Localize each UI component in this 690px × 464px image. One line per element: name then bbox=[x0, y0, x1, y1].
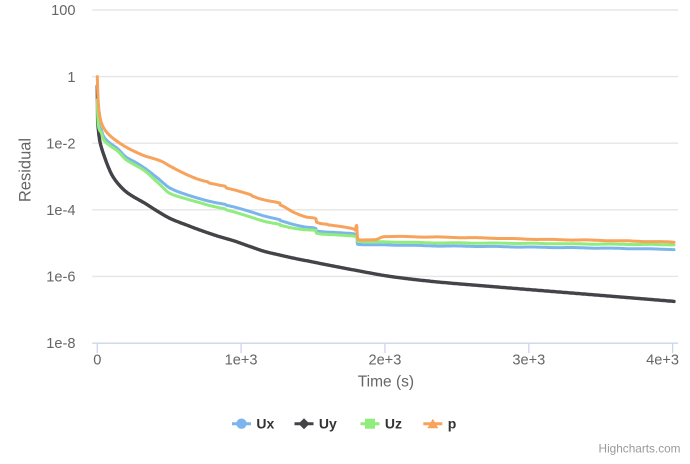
svg-text:4e+3: 4e+3 bbox=[646, 353, 679, 369]
svg-text:1e-4: 1e-4 bbox=[46, 203, 75, 219]
svg-text:Uy: Uy bbox=[319, 416, 337, 432]
svg-text:Residual: Residual bbox=[17, 138, 35, 202]
svg-text:1e-6: 1e-6 bbox=[46, 270, 75, 286]
svg-text:1e-8: 1e-8 bbox=[46, 336, 75, 352]
svg-text:1e-2: 1e-2 bbox=[46, 136, 75, 152]
svg-text:Ux: Ux bbox=[256, 416, 274, 432]
svg-text:3e+3: 3e+3 bbox=[512, 353, 545, 369]
svg-text:1e+3: 1e+3 bbox=[225, 353, 258, 369]
svg-text:1: 1 bbox=[67, 70, 75, 86]
svg-text:100: 100 bbox=[51, 3, 75, 19]
svg-text:p: p bbox=[448, 416, 457, 432]
svg-text:Uz: Uz bbox=[385, 416, 402, 432]
svg-text:2e+3: 2e+3 bbox=[368, 353, 401, 369]
svg-text:0: 0 bbox=[93, 353, 101, 369]
svg-text:Highcharts.com: Highcharts.com bbox=[599, 441, 681, 455]
svg-text:Time (s): Time (s) bbox=[358, 374, 414, 391]
